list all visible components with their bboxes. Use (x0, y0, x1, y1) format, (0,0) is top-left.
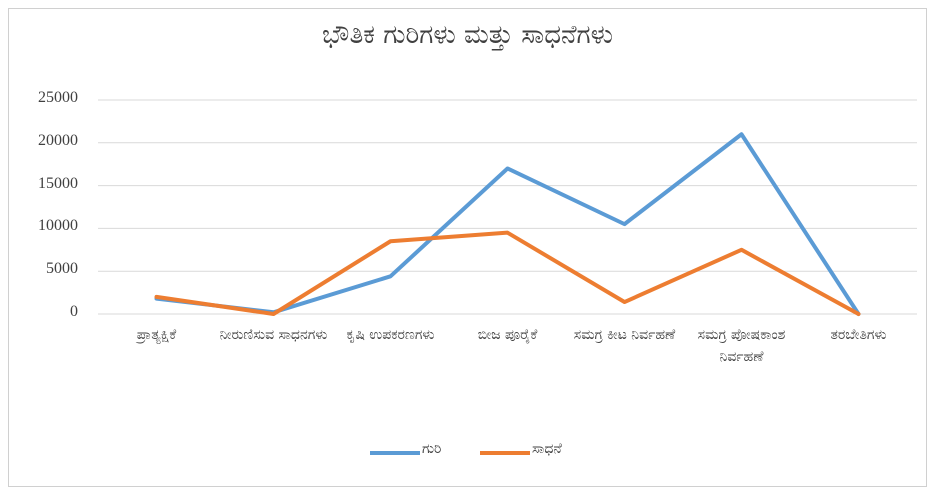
y-tick-label: 5000 (46, 260, 78, 278)
chart-frame (8, 8, 927, 487)
line-series (154, 230, 861, 316)
y-tick-label: 10000 (38, 217, 78, 235)
x-tick-label: ಬೀಜ ಪೂರೈಕೆ (477, 327, 538, 343)
x-tick-label: ಸಮಗ್ರ ಪೋಷಕಾಂಶ ನಿರ್ವಹಣೆ (697, 327, 786, 365)
x-tick-label: ತರಬೇತಿಗಳು (830, 327, 887, 343)
y-tick-label: 0 (70, 303, 78, 320)
legend-label: ಸಾಧನೆ (532, 441, 562, 457)
chart-title: ಭೌತಿಕ ಗುರಿಗಳು ಮತ್ತು ಸಾಧನೆಗಳು (322, 20, 613, 50)
y-tick-label: 25000 (38, 89, 78, 106)
x-tick-label: ನೀರುಣಿಸುವ ಸಾಧನಗಳು (219, 327, 328, 343)
y-tick-label: 20000 (38, 131, 78, 149)
x-tick-label: ಸಮಗ್ರ ಕೀಟ ನಿರ್ವಹಣೆ (573, 327, 676, 343)
legend-label: ಗುರಿ (422, 441, 442, 457)
x-tick-label: ಕೃಷಿ ಉಪಕರಣಗಳು (346, 327, 435, 343)
y-tick-label: 15000 (38, 174, 78, 192)
x-tick-label: ಪ್ರಾತ್ಯಕ್ಷಿಕೆ (136, 327, 177, 343)
